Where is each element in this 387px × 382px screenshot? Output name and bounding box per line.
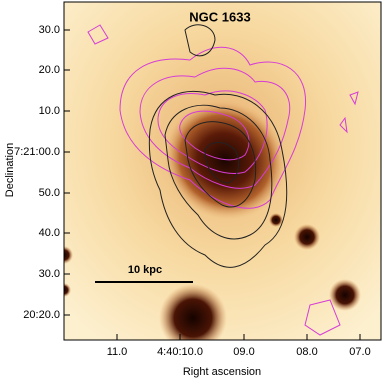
y-tick-label: 40.0 bbox=[39, 227, 60, 239]
y-tick-label: 20:20.0 bbox=[23, 309, 60, 321]
y-tick-label: 30.0 bbox=[39, 24, 60, 36]
frame bbox=[63, 1, 382, 341]
y-tick-label: 50.0 bbox=[39, 187, 60, 199]
y-tick-label: 30.0 bbox=[39, 268, 60, 280]
ticks bbox=[64, 29, 361, 340]
title: NGC 1633 bbox=[189, 9, 250, 24]
x-tick-label: 07.0 bbox=[349, 346, 370, 358]
scale-bar-label: 10 kpc bbox=[128, 264, 162, 276]
y-tick-label: 10.0 bbox=[39, 105, 60, 117]
image bbox=[64, 2, 381, 340]
x-tick-label: 08.0 bbox=[296, 346, 317, 358]
x-axis-label: Right ascension bbox=[183, 366, 261, 378]
y-tick-label: 7:21:00.0 bbox=[14, 146, 60, 158]
x-tick-label: 4:40:10.0 bbox=[157, 346, 203, 358]
y-axis-label: Declination bbox=[4, 143, 16, 197]
x-tick-label: 09.0 bbox=[233, 346, 254, 358]
x-tick-label: 11.0 bbox=[107, 346, 128, 358]
y-tick-label: 20.0 bbox=[39, 64, 60, 76]
